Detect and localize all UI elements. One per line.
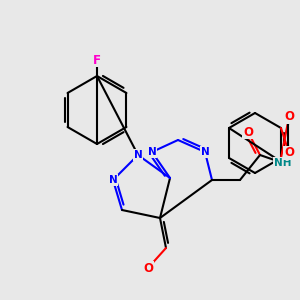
- Text: N: N: [148, 147, 156, 157]
- Text: O: O: [284, 110, 294, 124]
- Text: N: N: [109, 175, 117, 185]
- Text: F: F: [93, 53, 101, 67]
- Text: NH: NH: [274, 158, 292, 168]
- Text: O: O: [143, 262, 153, 275]
- Text: N: N: [201, 147, 209, 157]
- Text: O: O: [243, 125, 253, 139]
- Text: N: N: [134, 150, 142, 160]
- Text: O: O: [284, 146, 294, 160]
